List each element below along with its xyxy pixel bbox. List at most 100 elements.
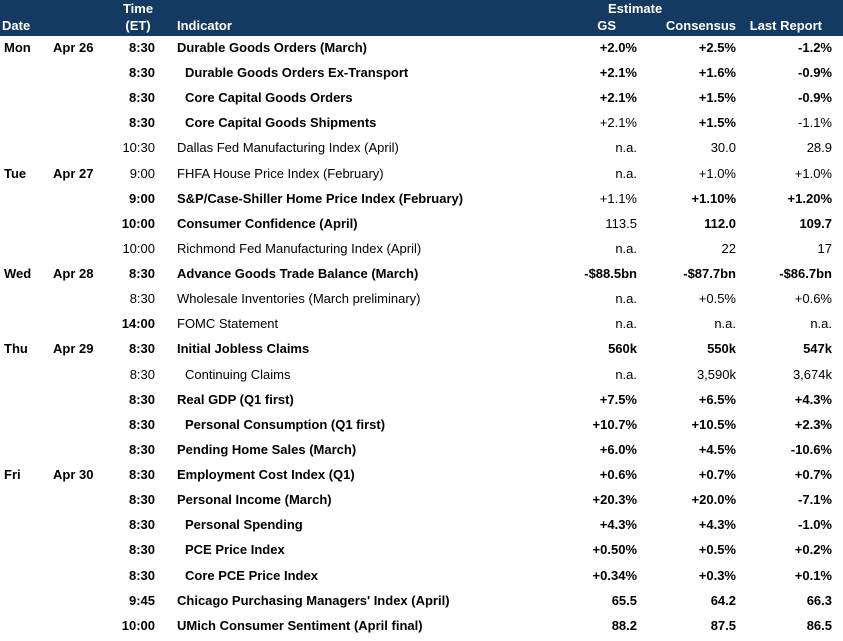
indicator-cell: Chicago Purchasing Managers' Index (Apri…: [177, 592, 450, 608]
time-cell: 8:30: [128, 567, 155, 583]
consensus-cell: +2.5%: [698, 40, 736, 55]
last-report-cell: 17: [817, 240, 832, 256]
last-report-cell: 109.7: [799, 215, 832, 231]
time-cell: 8:30: [129, 366, 155, 382]
indicator-cell: Continuing Claims: [185, 366, 291, 382]
consensus-cell: +1.5%: [698, 90, 736, 106]
last-report-cell: -1.0%: [798, 517, 832, 533]
gs-estimate-cell: 113.5: [605, 215, 637, 231]
gs-estimate-cell: n.a.: [615, 366, 637, 382]
consensus-cell: +1.0%: [698, 165, 736, 181]
table-row: 8:30 Core PCE Price Index +0.34% +0.3% +0.1%: [0, 563, 843, 588]
gs-estimate-cell: -$88.5bn: [584, 266, 637, 282]
consensus-cell: +20.0%: [691, 492, 736, 508]
indicator-cell: Core Capital Goods Orders: [185, 90, 353, 106]
consensus-cell: +0.5%: [698, 542, 736, 558]
time-cell: 8:30: [128, 115, 155, 131]
table-row: Fri Apr 30 8:30 Employment Cost Index (Q1) +…: [0, 462, 843, 487]
consensus-cell: +6.5%: [698, 391, 736, 407]
table-row: 10:00 Richmond Fed Manufacturing Index (A…: [0, 236, 843, 261]
time-cell: 8:30: [128, 90, 155, 106]
gs-estimate-cell: n.a.: [615, 240, 637, 256]
gs-estimate-cell: 88.2: [611, 617, 637, 633]
gs-estimate-cell: +2.0%: [599, 40, 637, 55]
last-report-cell: 28.9: [806, 140, 832, 156]
gs-estimate-cell: +0.34%: [592, 567, 637, 583]
last-report-cell: +0.2%: [794, 542, 832, 558]
table-row: 8:30 Core Capital Goods Shipments +2.1% +1.…: [0, 110, 843, 135]
header-last-report: Last Report: [749, 18, 822, 33]
gs-estimate-cell: +20.3%: [592, 492, 637, 508]
last-report-cell: +0.6%: [794, 291, 832, 307]
gs-estimate-cell: +0.6%: [599, 467, 637, 483]
last-report-cell: 86.5: [806, 617, 832, 633]
gs-estimate-cell: +2.1%: [599, 65, 637, 81]
gs-estimate-cell: +2.1%: [599, 90, 637, 106]
gs-estimate-cell: +0.50%: [592, 542, 637, 558]
consensus-cell: +0.5%: [698, 291, 736, 307]
indicator-cell: S&P/Case-Shiller Home Price Index (Febru…: [177, 190, 464, 206]
consensus-cell: -$87.7bn: [683, 266, 736, 282]
table-row: 9:00 S&P/Case-Shiller Home Price Index (F…: [0, 186, 843, 211]
header-gs: GS: [597, 18, 616, 33]
time-cell: 8:30: [128, 391, 155, 407]
last-report-cell: -$86.7bn: [779, 266, 832, 282]
table-row: 9:45 Chicago Purchasing Managers' Index (…: [0, 588, 843, 613]
indicator-cell: Employment Cost Index (Q1): [177, 467, 355, 483]
table-row: 8:30 Personal Consumption (Q1 first) +10.7…: [0, 412, 843, 437]
consensus-cell: +1.10%: [691, 190, 736, 206]
table-row: 8:30 Continuing Claims n.a. 3,590k 3,674k: [0, 362, 843, 387]
gs-estimate-cell: +6.0%: [599, 441, 637, 457]
time-cell: 8:30: [128, 416, 155, 432]
indicator-cell: Consumer Confidence (April): [177, 215, 358, 231]
consensus-cell: 30.0: [710, 140, 736, 156]
header-indicator: Indicator: [177, 18, 232, 33]
consensus-cell: 64.2: [710, 592, 736, 608]
indicator-cell: Richmond Fed Manufacturing Index (April): [177, 240, 422, 256]
indicator-cell: Wholesale Inventories (March preliminary…: [177, 291, 421, 307]
gs-estimate-cell: +2.1%: [599, 115, 637, 131]
last-report-cell: +2.3%: [794, 416, 832, 432]
time-cell: 10:00: [122, 240, 155, 256]
consensus-cell: 22: [721, 240, 736, 256]
table-row: 10:30 Dallas Fed Manufacturing Index (Apr…: [0, 135, 843, 160]
indicator-cell: Core PCE Price Index: [185, 567, 318, 583]
table-row: Mon Apr 26 8:30 Durable Goods Orders (March…: [0, 35, 843, 60]
consensus-cell: +0.3%: [698, 567, 736, 583]
last-report-cell: +1.0%: [794, 165, 832, 181]
time-cell: 8:30: [128, 40, 155, 55]
last-report-cell: -7.1%: [798, 492, 832, 508]
time-cell: 9:00: [129, 165, 155, 181]
indicator-cell: Core Capital Goods Shipments: [185, 115, 377, 131]
last-report-cell: +1.20%: [787, 190, 832, 206]
indicator-cell: Durable Goods Orders (March): [177, 40, 367, 55]
header-estimate: Estimate: [608, 1, 663, 16]
gs-estimate-cell: +4.3%: [599, 517, 637, 533]
indicator-cell: FHFA House Price Index (February): [177, 165, 384, 181]
last-report-cell: -1.1%: [798, 115, 832, 131]
header-consensus: Consensus: [665, 18, 736, 33]
consensus-cell: 112.0: [704, 215, 736, 231]
table-header: Time (ET) Date Indicator Estimate GS Con…: [0, 0, 843, 36]
gs-estimate-cell: n.a.: [615, 140, 637, 156]
indicator-cell: UMich Consumer Sentiment (April final): [177, 617, 423, 633]
time-cell: 9:45: [128, 592, 155, 608]
gs-estimate-cell: 65.5: [611, 592, 637, 608]
indicator-cell: PCE Price Index: [185, 542, 285, 558]
table-row: 8:30 Core Capital Goods Orders +2.1% +1.5% -…: [0, 85, 843, 110]
last-report-cell: +0.1%: [794, 567, 832, 583]
last-report-cell: -0.9%: [798, 65, 832, 81]
table-row: 8:30 Pending Home Sales (March) +6.0% +4.5%…: [0, 437, 843, 462]
time-cell: 8:30: [128, 341, 155, 357]
last-report-cell: 66.3: [806, 592, 832, 608]
consensus-cell: +1.5%: [698, 115, 736, 131]
indicator-cell: Advance Goods Trade Balance (March): [177, 266, 419, 282]
indicator-cell: Durable Goods Orders Ex-Transport: [185, 65, 409, 81]
consensus-cell: 3,590k: [696, 366, 736, 382]
gs-estimate-cell: n.a.: [615, 316, 637, 332]
indicator-cell: Personal Income (March): [177, 492, 332, 508]
indicator-cell: Personal Spending: [185, 517, 303, 533]
consensus-cell: +1.6%: [698, 65, 736, 81]
indicator-cell: Personal Consumption (Q1 first): [185, 416, 386, 432]
gs-estimate-cell: n.a.: [615, 291, 637, 307]
